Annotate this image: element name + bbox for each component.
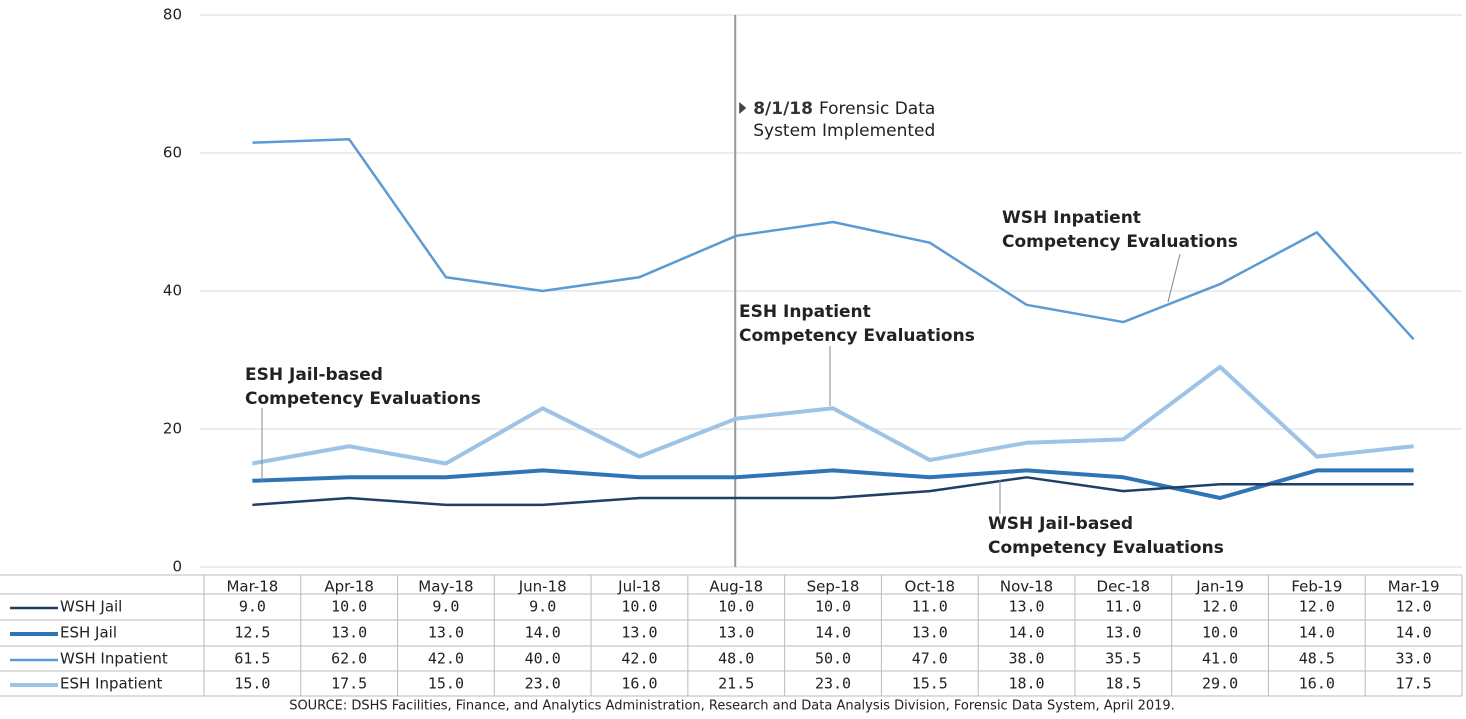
table-value: 13.0 bbox=[1008, 598, 1044, 616]
table-value: 18.0 bbox=[1008, 675, 1044, 693]
table-value: 12.0 bbox=[1299, 598, 1335, 616]
table-value: 15.0 bbox=[428, 675, 464, 693]
table-value: 61.5 bbox=[234, 650, 270, 668]
table-value: 11.0 bbox=[912, 598, 948, 616]
table-value: 12.0 bbox=[1396, 598, 1432, 616]
table-value: 48.0 bbox=[718, 650, 754, 668]
table-value: 9.0 bbox=[529, 598, 556, 616]
series-line bbox=[252, 364, 1414, 466]
table-value: 16.0 bbox=[621, 675, 657, 693]
y-tick-label: 40 bbox=[163, 282, 182, 300]
table-value: 16.0 bbox=[1299, 675, 1335, 693]
marker-text-1: Forensic Data bbox=[819, 99, 935, 119]
table-value: 13.0 bbox=[912, 624, 948, 642]
table-value: 15.0 bbox=[234, 675, 270, 693]
table-value: 35.5 bbox=[1105, 650, 1141, 668]
table-value: 21.5 bbox=[718, 675, 754, 693]
table-value: 12.5 bbox=[234, 624, 270, 642]
x-tick-label: Oct-18 bbox=[905, 578, 955, 596]
x-tick-label: Aug-18 bbox=[709, 578, 763, 596]
table-value: 38.0 bbox=[1008, 650, 1044, 668]
table-value: 23.0 bbox=[815, 675, 851, 693]
table-value: 17.5 bbox=[1396, 675, 1432, 693]
marker-date: 8/1/18 bbox=[753, 99, 813, 119]
legend-label: ESH Inpatient bbox=[60, 675, 162, 693]
legend-label: WSH Inpatient bbox=[60, 650, 168, 668]
x-tick-label: Mar-19 bbox=[1388, 578, 1440, 596]
x-tick-label: Sep-18 bbox=[807, 578, 860, 596]
x-tick-label: Mar-18 bbox=[226, 578, 278, 596]
marker-text: 8/1/18 Forensic Data bbox=[753, 99, 935, 119]
y-tick-label: 80 bbox=[163, 6, 182, 24]
x-tick-label: Nov-18 bbox=[1000, 578, 1053, 596]
table-value: 41.0 bbox=[1202, 650, 1238, 668]
x-tick-label: Feb-19 bbox=[1291, 578, 1342, 596]
table-value: 9.0 bbox=[239, 598, 266, 616]
table-value: 50.0 bbox=[815, 650, 851, 668]
table-value: 33.0 bbox=[1396, 650, 1432, 668]
table-value: 47.0 bbox=[912, 650, 948, 668]
legend-label: ESH Jail bbox=[60, 624, 117, 642]
series-annotation: ESH Inpatient bbox=[739, 302, 871, 322]
table-value: 13.0 bbox=[331, 624, 367, 642]
y-tick-label: 60 bbox=[163, 144, 182, 162]
x-tick-label: May-18 bbox=[418, 578, 473, 596]
table-value: 14.0 bbox=[1008, 624, 1044, 642]
table-value: 15.5 bbox=[912, 675, 948, 693]
table-value: 14.0 bbox=[815, 624, 851, 642]
series-annotation: ESH Jail-based bbox=[245, 365, 383, 385]
x-tick-label: Dec-18 bbox=[1097, 578, 1151, 596]
table-value: 13.0 bbox=[621, 624, 657, 642]
table-value: 13.0 bbox=[1105, 624, 1141, 642]
table-value: 9.0 bbox=[432, 598, 459, 616]
series-annotation: Competency Evaluations bbox=[739, 326, 975, 346]
table-value: 12.0 bbox=[1202, 598, 1238, 616]
table-value: 48.5 bbox=[1299, 650, 1335, 668]
table-value: 62.0 bbox=[331, 650, 367, 668]
table-value: 23.0 bbox=[525, 675, 561, 693]
series-line bbox=[252, 137, 1415, 341]
series-line bbox=[252, 468, 1414, 500]
table-value: 18.5 bbox=[1105, 675, 1141, 693]
x-tick-label: Apr-18 bbox=[324, 578, 374, 596]
table-value: 10.0 bbox=[718, 598, 754, 616]
table-value: 29.0 bbox=[1202, 675, 1238, 693]
series-annotation: Competency Evaluations bbox=[245, 389, 481, 409]
x-tick-label: Jan-19 bbox=[1195, 578, 1244, 596]
series-annotation: Competency Evaluations bbox=[988, 538, 1224, 558]
series-annotation: WSH Inpatient bbox=[1002, 208, 1141, 228]
x-tick-label: Jun-18 bbox=[518, 578, 567, 596]
table-value: 14.0 bbox=[1299, 624, 1335, 642]
legend-label: WSH Jail bbox=[60, 598, 122, 616]
table-value: 13.0 bbox=[718, 624, 754, 642]
table-value: 42.0 bbox=[621, 650, 657, 668]
table-value: 10.0 bbox=[621, 598, 657, 616]
annotation-pointer bbox=[1167, 253, 1181, 303]
table-value: 11.0 bbox=[1105, 598, 1141, 616]
source: SOURCE: DSHS Facilities, Finance, and An… bbox=[289, 699, 1175, 714]
table-value: 17.5 bbox=[331, 675, 367, 693]
y-tick-label: 0 bbox=[172, 558, 182, 576]
table-value: 10.0 bbox=[1202, 624, 1238, 642]
marker-arrow bbox=[739, 102, 747, 114]
table-value: 14.0 bbox=[525, 624, 561, 642]
marker-text: System Implemented bbox=[753, 121, 935, 141]
series-annotation: WSH Jail-based bbox=[988, 514, 1133, 534]
table-value: 10.0 bbox=[331, 598, 367, 616]
series-annotation: Competency Evaluations bbox=[1002, 232, 1238, 252]
table-value: 14.0 bbox=[1396, 624, 1432, 642]
table-value: 42.0 bbox=[428, 650, 464, 668]
series-line bbox=[252, 476, 1414, 507]
table-value: 10.0 bbox=[815, 598, 851, 616]
table-value: 13.0 bbox=[428, 624, 464, 642]
table-value: 40.0 bbox=[525, 650, 561, 668]
x-tick-label: Jul-18 bbox=[617, 578, 661, 596]
y-tick-label: 20 bbox=[163, 420, 182, 438]
